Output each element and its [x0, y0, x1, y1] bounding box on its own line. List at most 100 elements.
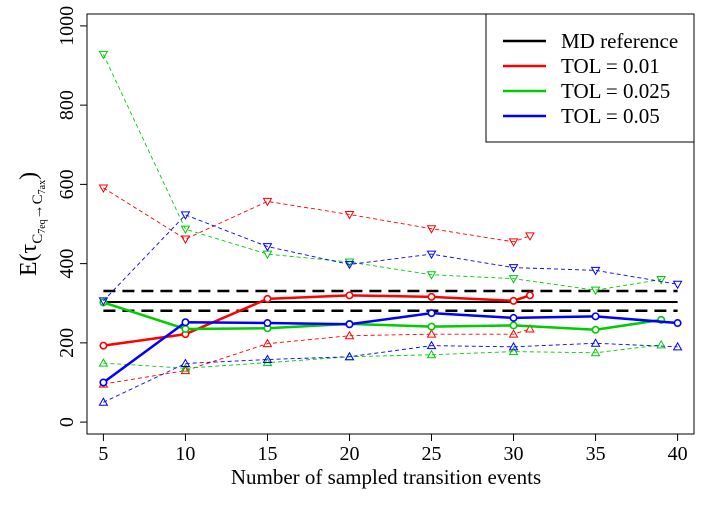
tol-0-025-lower-point-3	[344, 351, 355, 361]
tol-0-05-upper-point-6	[590, 266, 601, 276]
tol-0-01-mean-point-4	[427, 292, 436, 301]
tol-0-025-lower-point-5	[508, 346, 519, 356]
x-tick-label-2: 15	[257, 443, 277, 465]
tol-0-01-lower-point-5	[508, 329, 519, 338]
tol-0-025-mean-point-1	[181, 324, 190, 333]
plot-frame	[86, 13, 695, 435]
tol-0-05-upper-line	[103, 214, 678, 302]
tol-0-05-upper-point-0	[98, 297, 109, 306]
tol-0-025-mean-point-6	[591, 325, 600, 334]
y-label-arrow: →	[30, 204, 46, 219]
tol-0-025-lower-point-6	[590, 347, 601, 357]
y-tick-label-2: 400	[56, 249, 78, 279]
tol-0-05-lower-line	[103, 342, 678, 403]
x-tick-label-3: 20	[339, 443, 359, 465]
tol-0-05-mean-point-1	[181, 318, 190, 327]
tol-0-01-lower-point-4	[426, 329, 437, 338]
tol-0-01-upper-line	[103, 187, 531, 243]
tol-0-05-upper-point-7	[672, 280, 683, 290]
tol-0-025-upper-line	[102, 54, 662, 291]
tol-0-05-lower-point-2	[262, 354, 273, 364]
svg-text:E(τC7eq→C7ax): E(τC7eq→C7ax)	[16, 172, 48, 276]
x-tick-label-7: 40	[668, 443, 688, 465]
tol-0-025-lower-point-0	[98, 358, 109, 367]
tol-0-05-mean-line	[102, 311, 678, 384]
series-tol-0-05	[98, 211, 683, 406]
tol-0-025-mean-line	[103, 301, 662, 332]
y-label-to-index: 7ax	[37, 180, 48, 194]
tol-0-01-mean-point-2	[263, 294, 272, 303]
legend: MD reference TOL = 0.01 TOL = 0.025 TOL …	[485, 13, 695, 143]
tol-0-05-lower-point-0	[98, 397, 109, 406]
tol-0-05-upper-point-2	[262, 243, 273, 252]
y-tick-label-5: 1000	[56, 6, 78, 46]
tol-0-01-lower-point-6	[525, 323, 535, 333]
tol-0-05-mean-point-2	[263, 319, 272, 328]
tol-0-05-mean-point-0	[99, 378, 108, 387]
tol-0-05-lower-point-5	[508, 341, 519, 351]
y-label-from: C	[30, 234, 46, 244]
y-tick-label-3: 600	[56, 169, 78, 199]
y-axis: 0 200 400 600 800 1000	[56, 6, 87, 427]
tol-0-05-mean-point-5	[509, 313, 518, 322]
tol-0-01-upper-point-5	[508, 238, 519, 247]
tol-0-01-upper-point-1	[180, 235, 191, 245]
tol-0-025-lower-point-1	[180, 363, 191, 372]
y-tick-label-4: 800	[56, 90, 78, 120]
legend-box	[485, 13, 695, 143]
tol-0-025-lower-point-4	[426, 349, 437, 359]
tol-0-025-upper-point-6	[590, 286, 601, 296]
series-tol-0-025	[98, 50, 667, 372]
tol-0-01-lower-line	[103, 328, 531, 385]
x-tick-label-4: 25	[422, 443, 442, 465]
tol-0-01-upper-point-6	[525, 232, 535, 241]
data-marks	[98, 50, 683, 406]
tol-0-05-mean-point-3	[345, 320, 354, 329]
tol-0-01-upper-point-2	[262, 197, 273, 207]
tol-0-05-upper-point-4	[426, 250, 437, 260]
tol-0-05-mean-point-4	[427, 309, 436, 318]
tol-0-01-mean-point-3	[345, 291, 354, 300]
tol-0-01-upper-point-0	[98, 184, 109, 193]
tol-0-05-upper-point-3	[344, 260, 355, 270]
tol-0-01-lower-point-3	[344, 330, 355, 340]
tol-0-05-lower-point-1	[180, 358, 191, 367]
y-label-to: C	[30, 194, 46, 204]
x-tick-label-0: 5	[98, 443, 108, 465]
tol-0-025-upper-point-7	[656, 275, 667, 285]
tol-0-01-upper-point-4	[426, 225, 437, 234]
series-tol-0-01	[98, 184, 535, 388]
y-tick-label-1: 200	[56, 328, 78, 358]
tol-0-05-lower-point-6	[590, 338, 601, 347]
y-tick-label-0: 0	[56, 417, 78, 427]
tol-0-025-upper-point-5	[508, 275, 519, 284]
tol-0-025-upper-point-0	[98, 50, 109, 60]
x-tick-label-1: 10	[175, 443, 195, 465]
tol-0-025-upper-point-1	[180, 225, 191, 235]
tol-0-05-mean-point-7	[673, 319, 682, 328]
x-tick-label-5: 30	[504, 443, 524, 465]
tol-0-05-lower-point-4	[426, 340, 437, 350]
legend-label-md-reference: MD reference	[561, 29, 678, 53]
x-tick-label-6: 35	[586, 443, 606, 465]
tol-0-01-lower-point-1	[180, 365, 191, 375]
tol-0-01-lower-point-2	[262, 338, 273, 348]
tol-0-05-lower-point-3	[344, 351, 355, 361]
y-axis-label: E(τC7eq→C7ax)	[16, 172, 48, 276]
legend-label-tol-001: TOL = 0.01	[561, 54, 660, 78]
tol-0-01-upper-point-3	[344, 210, 355, 220]
tol-0-01-mean-point-5	[509, 296, 518, 305]
y-label-tau: τ	[16, 243, 42, 253]
tol-0-025-mean-point-4	[427, 322, 436, 331]
tol-0-05-upper-point-1	[180, 211, 191, 220]
tol-0-05-upper-point-5	[508, 264, 519, 273]
tol-0-05-mean-point-6	[591, 312, 600, 321]
tol-0-01-mean-point-0	[99, 341, 108, 350]
tol-0-01-mean-point-6	[525, 291, 534, 300]
x-axis-label: Number of sampled transition events	[231, 465, 541, 489]
tol-0-025-lower-point-7	[656, 339, 667, 349]
y-label-from-index: 7eq	[37, 219, 48, 233]
x-axis: 5 10 15 20 25 30 35 40	[98, 434, 688, 465]
tol-0-025-upper-point-3	[344, 258, 355, 268]
